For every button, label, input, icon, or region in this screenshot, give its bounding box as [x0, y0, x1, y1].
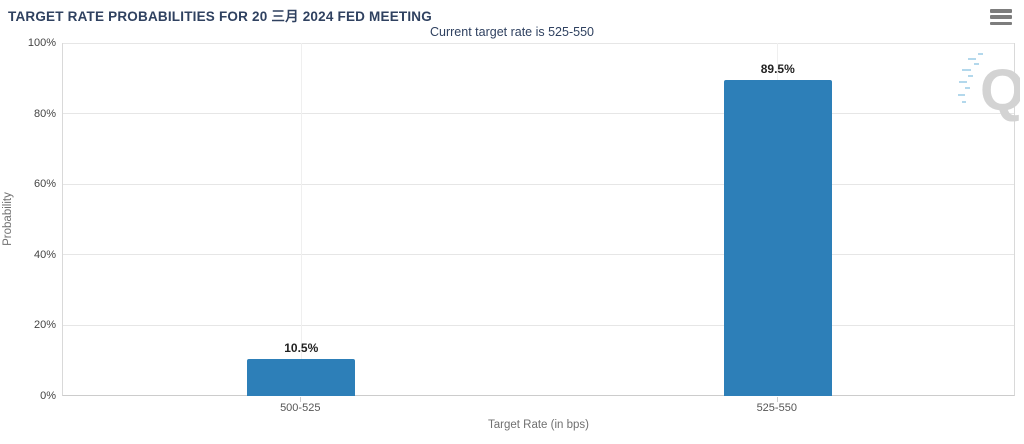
- ytick-label: 100%: [27, 37, 56, 49]
- xtick-mark: [776, 397, 778, 402]
- chart-subtitle: Current target rate is 525-550: [430, 25, 594, 39]
- ytick-label: 60%: [33, 178, 56, 191]
- y-gridline: [63, 42, 1014, 44]
- y-gridline: [63, 254, 1014, 256]
- y-gridline: [63, 113, 1014, 115]
- y-gridline: [63, 324, 1014, 326]
- xaxis-title: Target Rate (in bps): [488, 419, 589, 431]
- bar-525-550[interactable]: [723, 80, 832, 396]
- plot-area: 10.5% 89.5%: [62, 42, 1015, 396]
- xtick-mark: [300, 397, 302, 402]
- bar-value-label: 89.5%: [760, 62, 795, 77]
- xtick-label: 500-525: [280, 402, 321, 414]
- chart-title: TARGET RATE PROBABILITIES FOR 20 三月 2024…: [8, 9, 432, 24]
- ytick-label: 80%: [33, 107, 56, 120]
- ytick-label: 40%: [33, 248, 56, 261]
- xtick-label: 525-550: [756, 402, 797, 414]
- y-gridline: [63, 183, 1014, 185]
- yaxis-title: Probability: [2, 192, 14, 246]
- ytick-label: 20%: [33, 319, 56, 332]
- bar-value-label: 10.5%: [284, 340, 319, 355]
- bar-500-525[interactable]: [247, 358, 356, 396]
- x-gridline: [300, 43, 302, 395]
- context-menu-button[interactable]: [988, 7, 1014, 27]
- ytick-label: 0%: [40, 390, 56, 402]
